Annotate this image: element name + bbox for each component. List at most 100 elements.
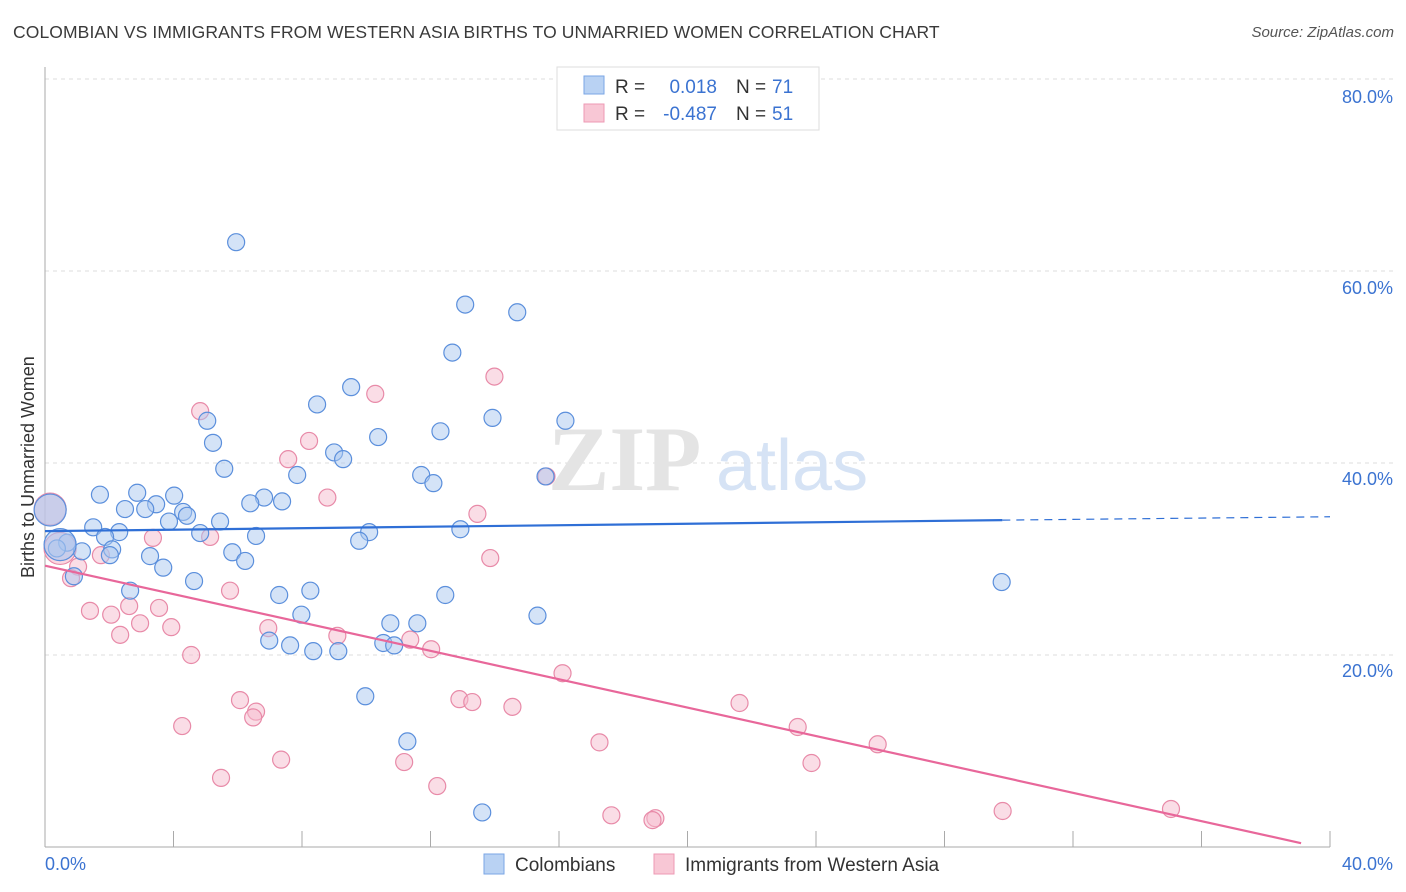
chart-title: COLOMBIAN VS IMMIGRANTS FROM WESTERN ASI…: [13, 22, 940, 42]
data-point-colombians: [385, 636, 404, 655]
data-point-western-asia: [485, 367, 504, 386]
y-tick-label: 80.0%: [1342, 87, 1393, 107]
y-tick-label: 20.0%: [1342, 661, 1393, 681]
data-point-western-asia: [463, 692, 482, 712]
data-point-colombians: [443, 343, 462, 362]
legend-series-name: Immigrants from Western Asia: [685, 855, 940, 876]
legend-r-label: R =: [615, 104, 645, 125]
data-point-western-asia: [553, 664, 572, 683]
data-point-colombians: [246, 526, 266, 546]
data-point-western-asia: [111, 625, 130, 644]
data-point-colombians: [398, 732, 417, 751]
data-point-colombians: [270, 585, 289, 605]
data-point-western-asia: [182, 645, 201, 665]
data-point-colombians: [508, 303, 527, 322]
data-point-western-asia: [318, 488, 337, 507]
data-point-western-asia: [299, 431, 319, 451]
data-point-colombians: [272, 492, 292, 511]
data-point-colombians: [436, 585, 455, 605]
data-point-colombians: [408, 614, 427, 633]
data-point-western-asia: [590, 733, 609, 752]
legend-swatch-blue: [483, 853, 505, 875]
data-point-colombians: [241, 494, 260, 513]
x-tick-label: 40.0%: [1342, 854, 1393, 874]
data-point-western-asia: [80, 601, 100, 620]
data-point-western-asia: [503, 697, 522, 716]
data-point-colombians: [528, 606, 547, 625]
data-point-colombians: [43, 527, 77, 562]
data-point-colombians: [473, 803, 492, 822]
data-point-western-asia: [220, 581, 240, 600]
data-point-colombians: [203, 433, 223, 452]
data-point-colombians: [456, 295, 475, 314]
data-point-colombians: [381, 614, 400, 633]
data-point-colombians: [536, 467, 555, 486]
trend-line-western-asia: [44, 564, 1302, 845]
legend-swatch-pink: [653, 853, 675, 875]
data-point-western-asia: [802, 753, 821, 773]
data-point-western-asia: [230, 691, 250, 710]
data-point-western-asia: [395, 752, 414, 772]
y-tick-label: 60.0%: [1342, 278, 1393, 298]
bottom-legend: Colombians Immigrants from Western Asia: [483, 853, 940, 876]
data-point-colombians: [33, 493, 67, 527]
data-point-colombians: [215, 459, 234, 478]
data-point-colombians: [191, 523, 210, 543]
data-point-western-asia: [730, 693, 749, 713]
data-point-colombians: [356, 687, 375, 706]
data-point-western-asia: [130, 614, 150, 633]
legend-n-label: N =: [736, 104, 766, 125]
data-point-colombians: [100, 546, 119, 565]
data-point-colombians: [177, 506, 197, 525]
data-point-colombians: [90, 485, 110, 504]
svg-text:ZIP: ZIP: [548, 408, 701, 510]
data-point-western-asia: [149, 598, 169, 618]
data-point-colombians: [288, 465, 307, 485]
data-point-colombians: [198, 411, 217, 430]
y-tick-label: 40.0%: [1342, 469, 1393, 489]
data-point-colombians: [301, 581, 320, 600]
data-point-western-asia: [993, 801, 1012, 821]
data-point-colombians: [431, 422, 450, 441]
data-point-colombians: [154, 558, 173, 577]
data-point-western-asia: [162, 618, 181, 637]
data-point-colombians: [159, 512, 179, 531]
legend-r-label: R =: [615, 77, 645, 98]
data-point-western-asia: [173, 716, 192, 736]
x-tick-label: 0.0%: [45, 854, 86, 874]
data-point-western-asia: [120, 596, 139, 616]
y-axis-label: Births to Unmarried Women: [18, 356, 38, 578]
data-point-colombians: [223, 543, 242, 562]
data-point-western-asia: [272, 750, 291, 769]
trend-line-colombians-extension: [1002, 516, 1331, 521]
legend-swatch-pink: [583, 103, 605, 123]
data-point-colombians: [424, 474, 443, 493]
legend-n-value: 71: [772, 77, 793, 98]
data-point-colombians: [350, 531, 369, 550]
data-point-colombians: [260, 631, 279, 650]
data-point-colombians: [483, 408, 502, 427]
data-point-colombians: [369, 427, 388, 447]
data-point-colombians: [342, 378, 361, 397]
legend-n-value: 51: [772, 104, 793, 125]
data-point-colombians: [128, 483, 147, 502]
data-point-colombians: [451, 520, 470, 539]
legend-swatch-blue: [583, 75, 605, 95]
data-point-western-asia: [643, 811, 662, 830]
data-point-western-asia: [481, 548, 500, 568]
watermark: ZIP atlas: [548, 408, 868, 510]
data-point-colombians: [210, 512, 230, 531]
data-point-colombians: [281, 636, 300, 655]
svg-text:atlas: atlas: [716, 426, 868, 506]
data-point-western-asia: [143, 528, 163, 547]
data-point-colombians: [140, 547, 160, 566]
legend-r-value: 0.018: [669, 77, 717, 98]
data-point-western-asia: [211, 768, 231, 787]
data-point-colombians: [115, 499, 135, 519]
legend-r-value: -0.487: [663, 104, 717, 125]
data-point-western-asia: [279, 450, 298, 469]
data-point-colombians: [165, 486, 184, 505]
data-point-western-asia: [102, 605, 121, 624]
data-point-colombians: [329, 642, 348, 661]
